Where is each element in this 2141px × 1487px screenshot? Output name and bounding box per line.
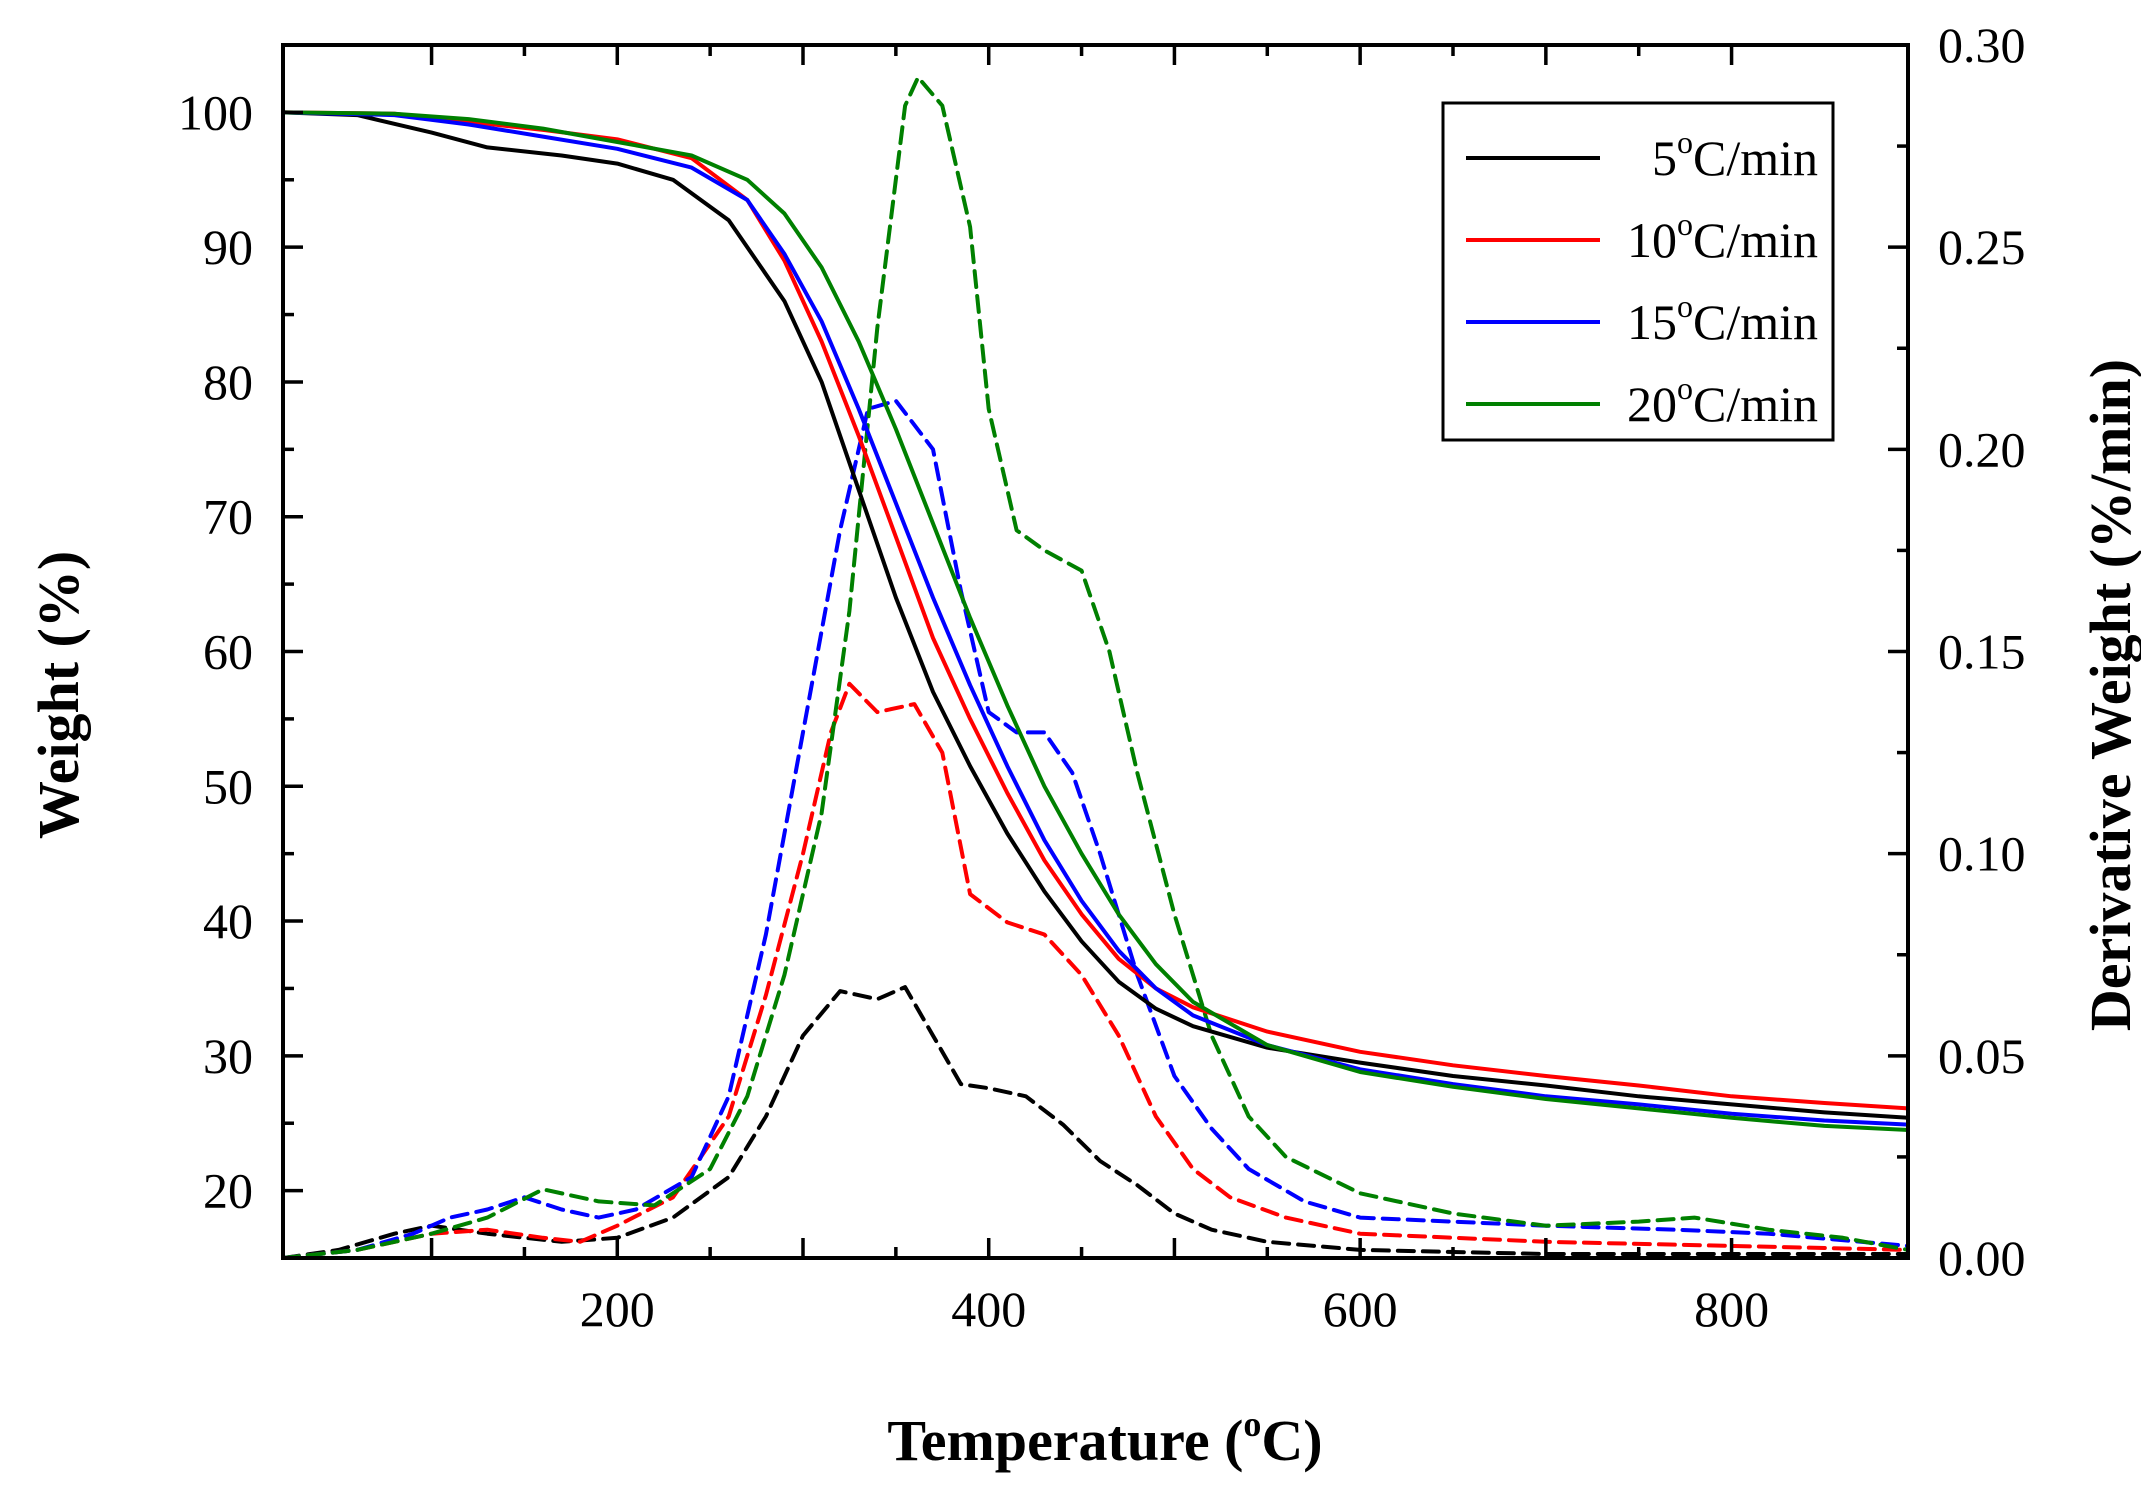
- legend-item-5: 5oC/min: [1466, 124, 1818, 186]
- y-axis-title: Weight (%): [26, 551, 91, 839]
- y2-tick-label: 0.25: [1938, 219, 2026, 275]
- legend-label: 5oC/min: [1652, 124, 1818, 186]
- y-tick-label: 20: [203, 1163, 253, 1219]
- y-tick-label: 50: [203, 758, 253, 814]
- y2-tick-label: 0.20: [1938, 421, 2026, 477]
- legend: 5oC/min 10oC/min 15oC/min 20oC/min: [1441, 101, 1835, 442]
- series-5-derivative-line: [283, 985, 1908, 1258]
- y-tick-label: 60: [203, 624, 253, 680]
- y2-tick-label: 0.15: [1938, 624, 2026, 680]
- y2-tick-label: 0.00: [1938, 1230, 2026, 1286]
- series-layer: [283, 75, 1908, 1258]
- y-tick-label: 30: [203, 1028, 253, 1084]
- series-20-weight-line: [283, 110, 1908, 1132]
- y-tick-label: 80: [203, 354, 253, 410]
- legend-item-15: 15oC/min: [1466, 288, 1818, 350]
- x-tick-label: 200: [580, 1281, 655, 1337]
- series-10-derivative-line: [283, 681, 1908, 1258]
- y-tick-label: 90: [203, 219, 253, 275]
- series-20-derivative-line: [283, 75, 1908, 1258]
- y2-tick-label: 0.10: [1938, 826, 2026, 882]
- y-tick-label: 40: [203, 893, 253, 949]
- x-tick-label: 400: [951, 1281, 1026, 1337]
- y2-tick-label: 0.05: [1938, 1028, 2026, 1084]
- axes-layer: 200 400 600 800 20 30 40 50 60 70 80 90 100 0.00 0.05 0…: [178, 17, 2026, 1337]
- legend-item-20: 20oC/min: [1466, 370, 1818, 432]
- legend-label: 20oC/min: [1627, 370, 1818, 432]
- x-tick-label: 800: [1694, 1281, 1769, 1337]
- legend-label: 15oC/min: [1627, 288, 1818, 350]
- series-15-derivative-line: [283, 398, 1908, 1258]
- legend-label: 10oC/min: [1627, 206, 1818, 268]
- y-tick-label: 70: [203, 489, 253, 545]
- y2-axis-title: Derivative Weight (%/min): [2078, 359, 2141, 1031]
- x-tick-label: 600: [1323, 1281, 1398, 1337]
- series-5-weight-line: [283, 110, 1908, 1120]
- series-15-weight-line: [283, 110, 1908, 1127]
- plot-area: [283, 75, 1908, 1258]
- x-axis-title: Temperature (oC): [887, 1404, 1322, 1473]
- legend-item-10: 10oC/min: [1466, 206, 1818, 268]
- y2-tick-label: 0.30: [1938, 17, 2026, 73]
- y-tick-label: 100: [178, 84, 253, 140]
